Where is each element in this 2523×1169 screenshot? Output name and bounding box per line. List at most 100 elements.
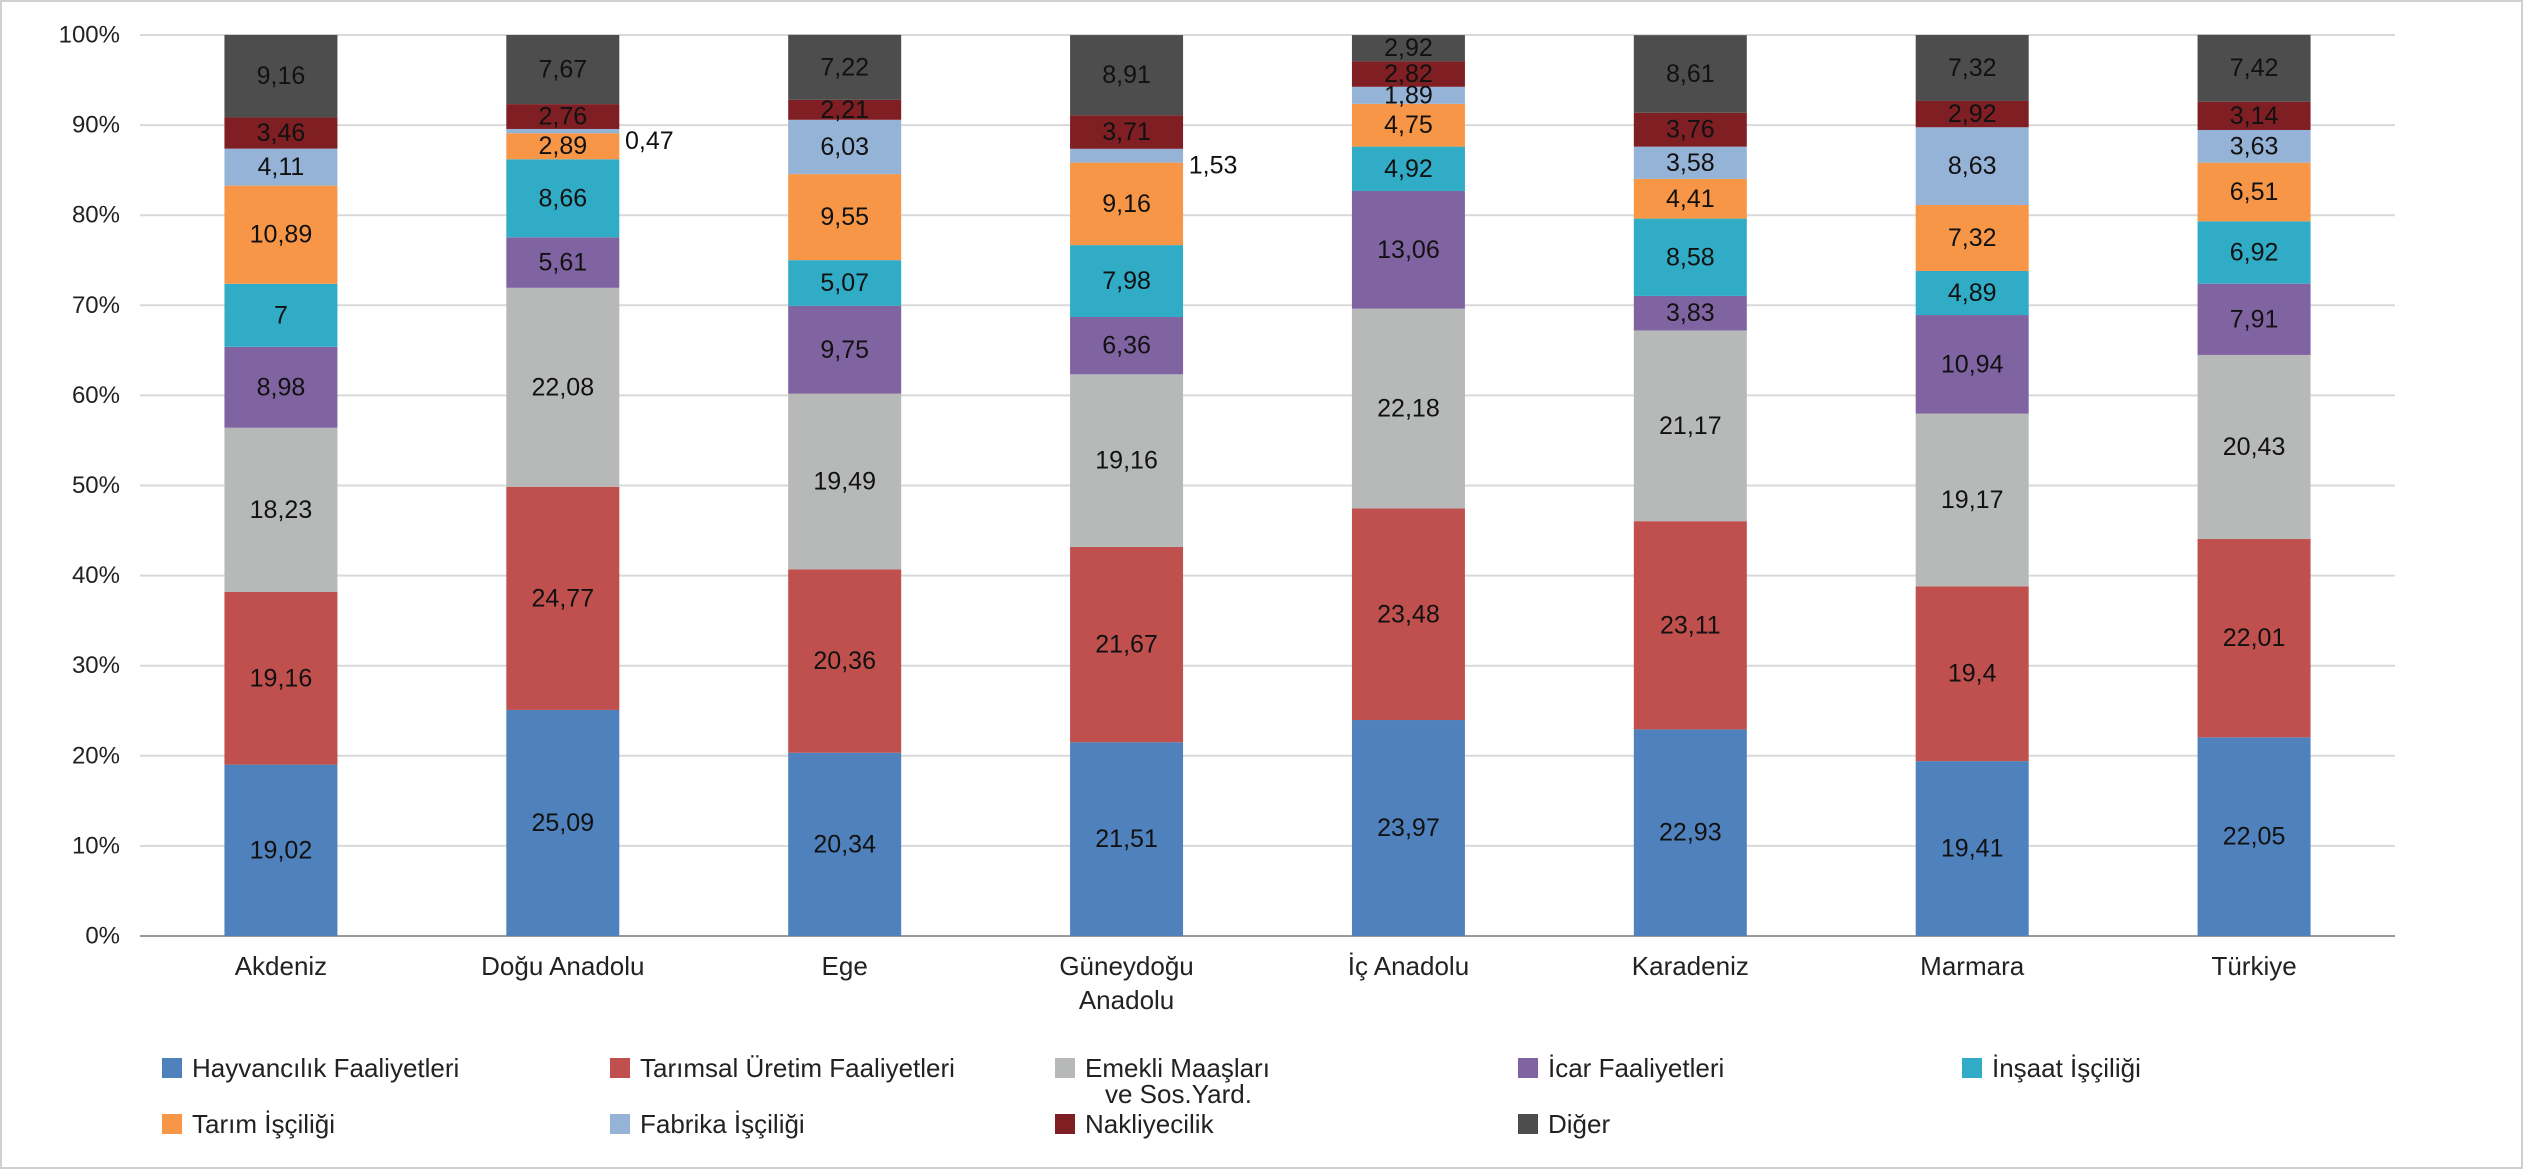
data-label: 6,92 — [2230, 239, 2279, 267]
legend-swatch — [610, 1058, 630, 1078]
data-label: 25,09 — [532, 809, 595, 837]
bar-segment — [1351, 190, 1465, 309]
data-label: 1,53 — [1189, 152, 1238, 180]
bar-segment — [1070, 742, 1184, 936]
data-label: 0,47 — [625, 127, 674, 155]
bar-segment — [506, 709, 620, 936]
bar-segment — [1070, 148, 1184, 163]
data-label: 3,71 — [1102, 118, 1151, 146]
data-label: 2,92 — [1948, 100, 1997, 128]
bar-segment — [506, 35, 620, 105]
data-label: 2,76 — [538, 103, 587, 131]
data-label: 22,18 — [1377, 395, 1440, 423]
data-label: 3,46 — [257, 119, 306, 147]
bar-segment — [224, 34, 338, 118]
x-category-label: Güneydoğu Anadolu — [1059, 951, 1193, 1015]
bar-segment — [1915, 205, 2029, 271]
bar-segment — [788, 569, 902, 753]
bar-segment — [1915, 35, 2029, 101]
legend-label: İnşaat İşçiliği — [1992, 1053, 2141, 1083]
y-tick-label: 20% — [72, 742, 120, 769]
data-label: 18,23 — [250, 496, 313, 524]
y-tick-label: 90% — [72, 112, 120, 139]
x-category-label: Akdeniz — [235, 951, 328, 981]
bar-segment — [1915, 127, 2029, 206]
legend-label: Nakliyecilik — [1085, 1109, 1215, 1139]
data-label: 7,98 — [1102, 267, 1151, 295]
bar-segment — [224, 346, 338, 428]
data-label: 3,14 — [2230, 102, 2279, 130]
bar-segment — [1633, 112, 1747, 147]
bar-segment — [1070, 115, 1184, 149]
bar-segment — [788, 752, 902, 936]
data-label: 19,4 — [1948, 660, 1997, 688]
y-axis-ticks: 0% 10% 20% 30% 40% 50% 60% 70% 80% 90% 100% — [59, 22, 120, 950]
bar-segment — [1915, 586, 2029, 762]
data-label: 5,07 — [820, 269, 869, 297]
data-label: 7,22 — [820, 53, 869, 81]
bar-segment — [1633, 146, 1747, 179]
bar-segment — [224, 764, 338, 936]
data-label: 7,42 — [2230, 54, 2279, 82]
bar-segment — [1351, 146, 1465, 191]
bar-segment — [1915, 315, 2029, 414]
bar-segment — [506, 133, 620, 160]
data-label: 22,01 — [2223, 624, 2286, 652]
bar-segment — [1633, 295, 1747, 331]
bar-segment — [1915, 270, 2029, 316]
x-category-label: Ege — [822, 951, 868, 981]
bar-segment — [1633, 35, 1747, 113]
data-label: 9,55 — [820, 203, 869, 231]
bar-segment — [2197, 737, 2311, 936]
bar-segment — [1633, 521, 1747, 730]
legend-label: Hayvancılık Faaliyetleri — [192, 1053, 459, 1083]
data-label: 3,58 — [1666, 149, 1715, 177]
data-label: 20,34 — [813, 830, 876, 858]
bar-segment — [506, 159, 620, 238]
data-label: 23,11 — [1660, 611, 1721, 639]
legend-label: Diğer — [1548, 1109, 1610, 1139]
x-category-label: Marmara — [1920, 951, 2025, 981]
data-label: 9,75 — [820, 336, 869, 364]
bar-segment — [506, 486, 620, 710]
data-label: 5,61 — [538, 249, 587, 277]
data-label: 7,32 — [1948, 54, 1997, 82]
legend-swatch — [1962, 1058, 1982, 1078]
data-label: 7 — [274, 301, 288, 329]
bar-segment — [1915, 761, 2029, 936]
data-label: 10,94 — [1941, 350, 2004, 378]
bar-segment — [1915, 100, 2029, 128]
data-label: 21,51 — [1095, 825, 1158, 853]
legend-swatch — [1518, 1058, 1538, 1078]
data-label: 20,36 — [813, 647, 876, 675]
y-tick-label: 50% — [72, 472, 120, 499]
bar-segment — [506, 128, 620, 134]
data-label: 2,89 — [538, 132, 587, 160]
legend-swatch — [610, 1114, 630, 1134]
bar-segment — [1633, 218, 1747, 296]
bar-segment — [2197, 539, 2311, 738]
bar-segment — [224, 148, 338, 186]
data-label: 19,17 — [1941, 486, 2004, 514]
data-label: 8,98 — [257, 373, 306, 401]
bar-segment — [506, 287, 620, 487]
bar-segment — [788, 34, 902, 100]
data-label: 19,16 — [250, 664, 313, 692]
bar-segment — [788, 174, 902, 261]
bar-segment — [788, 99, 902, 120]
bars — [224, 34, 2311, 936]
data-label: 21,67 — [1095, 631, 1158, 659]
legend-swatch — [1055, 1058, 1075, 1078]
bar-segment — [1633, 178, 1747, 219]
data-label: 24,77 — [532, 584, 595, 612]
legend-swatch — [162, 1114, 182, 1134]
x-category-label: Doğu Anadolu — [481, 951, 644, 981]
x-axis-categories: Akdeniz Doğu Anadolu Ege Güneydoğu Anadolu İç… — [235, 951, 2297, 1015]
data-labels: 19,02 19,16 18,23 8,98 7 10,89 4,11 3,46 9,16 25,… — [250, 34, 2286, 864]
data-label: 10,89 — [250, 221, 313, 249]
bar-segment — [2197, 354, 2311, 540]
data-label: 22,93 — [1659, 819, 1722, 847]
data-label: 22,08 — [532, 373, 595, 401]
